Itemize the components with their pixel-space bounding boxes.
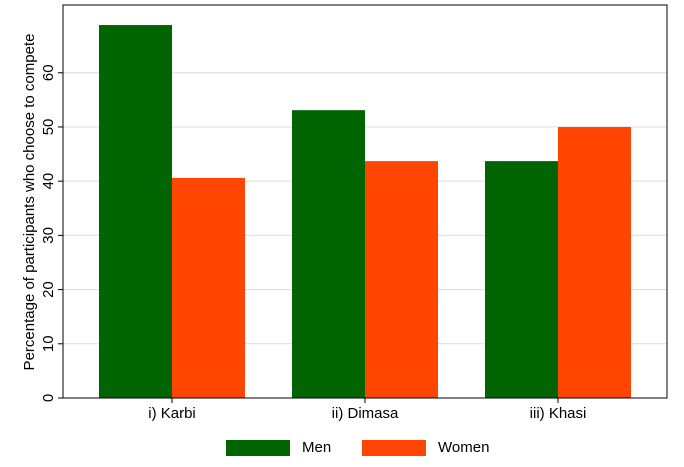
legend-label: Women <box>438 439 489 456</box>
y-tick-label: 0 <box>40 394 57 402</box>
y-tick-label: 30 <box>40 227 57 244</box>
plot-frame <box>62 4 668 399</box>
y-axis-label: Percentage of participants who choose to… <box>21 34 38 371</box>
legend-swatch <box>226 440 290 456</box>
bar <box>485 161 558 398</box>
bar <box>172 177 245 398</box>
x-tick-label: i) Karbi <box>148 405 196 422</box>
bar <box>99 25 172 399</box>
legend-swatch <box>362 440 426 456</box>
x-tick-label: ii) Dimasa <box>332 405 399 422</box>
bar <box>558 126 631 398</box>
y-tick-label: 60 <box>40 64 57 81</box>
bar <box>365 161 438 398</box>
y-tick-label: 50 <box>40 119 57 136</box>
bar <box>292 110 365 398</box>
legend-label: Men <box>302 439 331 456</box>
y-tick-label: 40 <box>40 173 57 190</box>
y-tick-label: 10 <box>40 335 57 352</box>
x-tick-label: iii) Khasi <box>530 405 587 422</box>
y-tick-label: 20 <box>40 281 57 298</box>
